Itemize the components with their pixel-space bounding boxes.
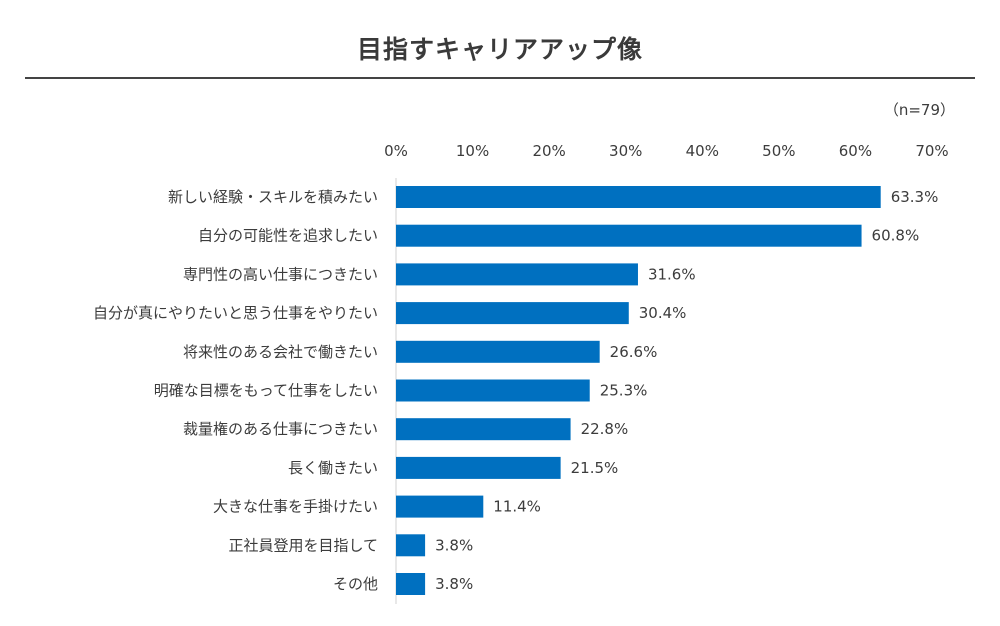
value-label: 21.5% [571,459,619,477]
bar [396,224,862,247]
category-label: 正社員登用を目指して [228,536,378,554]
x-tick-label: 40% [686,142,719,160]
x-tick-label: 60% [839,142,872,160]
bar [396,263,638,286]
value-label: 63.3% [891,188,939,206]
category-label: 将来性のある会社で働きたい [183,343,378,361]
value-label: 22.8% [581,420,629,438]
category-label: 自分の可能性を追求したい [198,227,378,245]
bar [396,573,426,595]
bar [396,340,600,363]
x-tick-label: 30% [609,142,642,160]
bar [396,186,881,208]
sample-size-note: （n=79） [884,101,955,119]
category-label: 長く働きたい [288,459,378,477]
title-divider [25,77,975,79]
value-label: 3.8% [435,536,473,554]
category-label: 自分が真にやりたいと思う仕事をやりたい [93,304,378,322]
value-label: 30.4% [639,304,687,322]
chart-title: 目指すキャリアアップ像 [356,35,643,64]
category-labels: 新しい経験・スキルを積みたい自分の可能性を追求したい専門性の高い仕事につきたい自… [93,188,378,593]
category-label: その他 [333,575,378,593]
x-tick-label: 0% [384,142,408,160]
bar [396,379,590,402]
value-label: 60.8% [872,227,920,245]
category-label: 大きな仕事を手掛けたい [213,498,378,516]
x-tick-label: 10% [456,142,489,160]
value-label: 26.6% [610,343,658,361]
value-labels: 63.3% 60.8% 31.6% 30.4% 26.6% 25.3% 22.8% 21.5%… [435,188,938,593]
x-tick-label: 20% [532,142,565,160]
category-label: 明確な目標をもって仕事をしたい [154,382,378,400]
bar [396,456,561,479]
bar [396,495,484,518]
value-label: 3.8% [435,575,473,593]
category-label: 新しい経験・スキルを積みたい [168,188,378,206]
x-axis-ticks: 0% 10% 20% 30% 40% 50% 60% 70% [384,142,949,160]
value-label: 31.6% [648,265,696,283]
bar [396,418,571,441]
x-tick-label: 70% [915,142,948,160]
x-tick-label: 50% [762,142,795,160]
bar [396,302,629,325]
value-label: 25.3% [600,382,648,400]
bars [396,186,881,595]
bar [396,534,426,557]
category-label: 裁量権のある仕事につきたい [183,420,378,438]
value-label: 11.4% [493,498,541,516]
category-label: 専門性の高い仕事につきたい [183,265,378,283]
